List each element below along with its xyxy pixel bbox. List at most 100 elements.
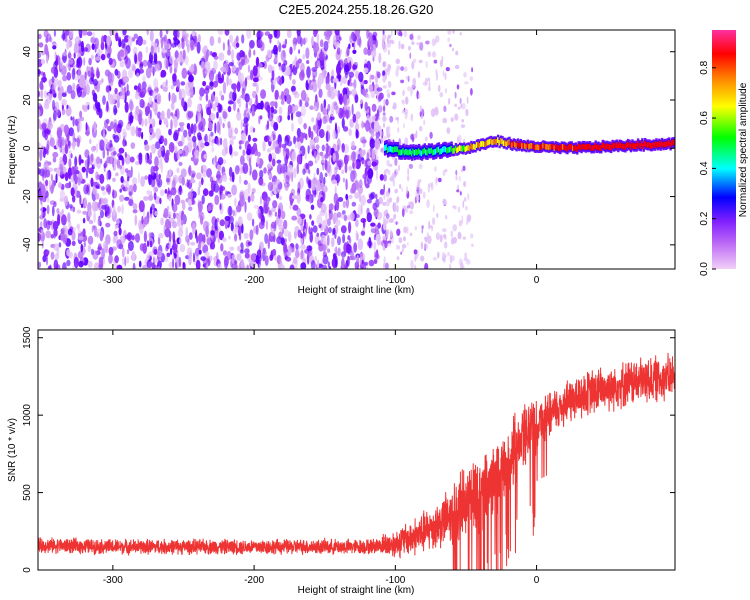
band-cell xyxy=(523,143,527,149)
noise-cell xyxy=(303,123,307,130)
noise-cell xyxy=(433,204,435,213)
noise-cell xyxy=(198,249,202,255)
noise-cell xyxy=(181,213,187,225)
noise-cell xyxy=(231,65,237,72)
noise-cell xyxy=(83,57,86,66)
noise-cell xyxy=(236,111,242,121)
noise-cell xyxy=(118,155,124,161)
noise-cell xyxy=(432,217,436,226)
noise-cell xyxy=(312,225,318,233)
noise-cell xyxy=(147,194,154,201)
noise-cell xyxy=(228,34,234,43)
noise-cell xyxy=(401,101,405,105)
noise-cell xyxy=(61,214,67,226)
noise-cell xyxy=(131,251,136,261)
noise-cell xyxy=(289,46,293,55)
noise-cell xyxy=(464,197,467,202)
noise-cell xyxy=(408,163,414,169)
noise-cell xyxy=(252,77,259,83)
noise-cell xyxy=(311,117,315,123)
noise-cell xyxy=(427,51,432,58)
noise-cell xyxy=(46,196,50,203)
noise-cell xyxy=(66,72,72,81)
noise-cell xyxy=(155,128,162,140)
band-cell xyxy=(434,148,438,155)
noise-cell xyxy=(341,143,346,153)
noise-cell xyxy=(326,130,329,143)
noise-cell xyxy=(141,215,144,225)
noise-cell xyxy=(341,169,345,175)
noise-cell xyxy=(356,34,362,46)
noise-cell xyxy=(397,127,400,133)
band-cell xyxy=(396,146,400,153)
noise-cell xyxy=(286,94,292,105)
band-cell xyxy=(542,142,545,149)
band-cell xyxy=(388,146,391,152)
noise-cell xyxy=(348,194,353,199)
noise-cell xyxy=(149,213,153,220)
noise-cell xyxy=(163,38,170,50)
noise-cell xyxy=(66,259,71,267)
noise-cell xyxy=(246,30,252,39)
noise-cell xyxy=(320,234,327,245)
noise-cell xyxy=(53,30,56,37)
x-tick-label: -300 xyxy=(103,275,123,286)
noise-cell xyxy=(126,256,130,264)
noise-cell xyxy=(92,92,98,103)
noise-cell xyxy=(458,175,461,182)
x-tick-label: -100 xyxy=(385,575,405,586)
noise-cell xyxy=(97,202,101,209)
noise-cell xyxy=(386,159,390,167)
y-tick-label: 40 xyxy=(22,46,33,58)
noise-cell xyxy=(40,184,46,192)
noise-cell xyxy=(340,225,347,234)
noise-cell xyxy=(195,248,200,260)
band-cell xyxy=(425,149,428,156)
noise-cell xyxy=(283,219,288,230)
noise-cell xyxy=(352,49,357,54)
noise-cell xyxy=(398,164,401,171)
noise-cell xyxy=(284,238,287,244)
noise-cell xyxy=(272,109,278,115)
noise-cell xyxy=(455,175,458,181)
band-cell xyxy=(463,144,466,151)
noise-cell xyxy=(321,144,325,152)
noise-cell xyxy=(341,210,346,215)
noise-cell xyxy=(234,127,239,135)
noise-cell xyxy=(38,161,41,168)
noise-cell xyxy=(112,235,116,244)
noise-cell xyxy=(284,65,291,77)
band-cell xyxy=(651,143,654,149)
noise-cell xyxy=(90,66,94,79)
noise-cell xyxy=(82,210,88,215)
noise-cell xyxy=(239,194,245,207)
band-cell xyxy=(591,145,595,151)
noise-cell xyxy=(457,206,461,213)
noise-cell xyxy=(383,261,386,268)
noise-cell xyxy=(323,40,329,52)
noise-cell xyxy=(173,253,177,259)
noise-cell xyxy=(249,69,254,81)
band-cell xyxy=(402,148,405,154)
noise-cell xyxy=(72,139,76,151)
noise-cell xyxy=(156,178,163,188)
noise-cell xyxy=(319,171,324,184)
band-cell xyxy=(530,143,534,149)
noise-cell xyxy=(68,30,74,39)
band-cell xyxy=(481,140,484,147)
noise-cell xyxy=(180,81,186,86)
noise-cell xyxy=(382,201,387,206)
noise-cell xyxy=(88,219,94,225)
noise-cell xyxy=(366,212,372,223)
snr-x-axis-title: Height of straight line (km) xyxy=(298,585,415,596)
noise-cell xyxy=(216,111,219,119)
noise-cell xyxy=(164,119,169,126)
noise-cell xyxy=(217,263,222,269)
noise-cell xyxy=(424,77,428,86)
noise-cell xyxy=(238,232,242,241)
noise-cell xyxy=(204,141,210,147)
noise-cell xyxy=(212,94,215,100)
noise-cell xyxy=(55,173,58,184)
noise-cell xyxy=(258,176,264,186)
colorbar-tick-label: 0.6 xyxy=(699,111,710,125)
